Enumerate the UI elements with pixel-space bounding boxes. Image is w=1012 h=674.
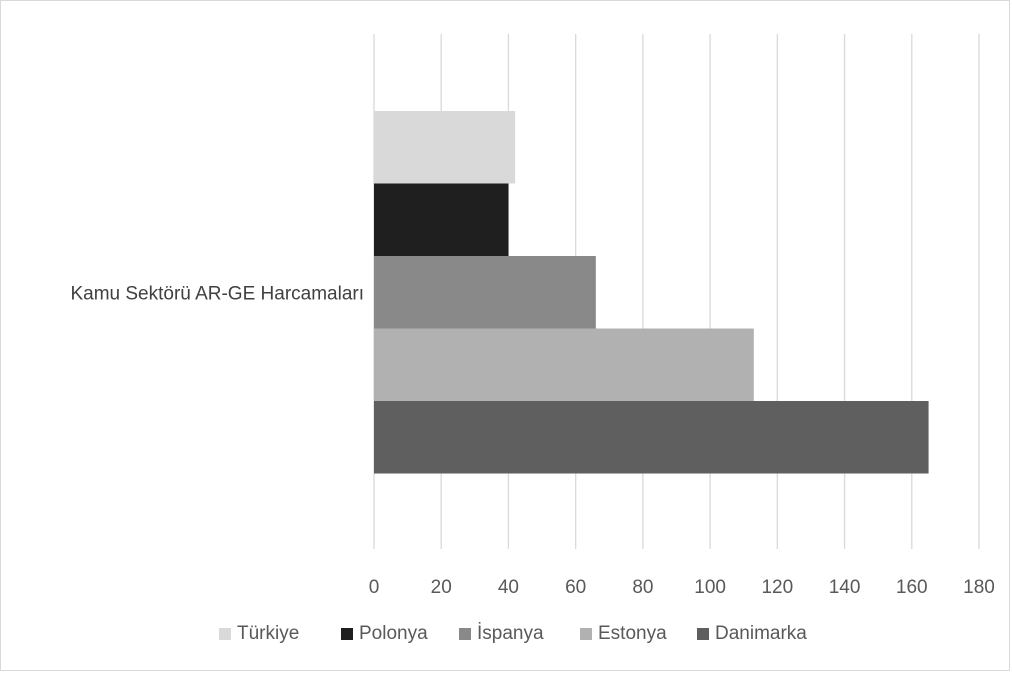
bar-3	[374, 328, 754, 401]
legend-swatch-0	[219, 628, 231, 640]
x-tick-label-3: 60	[565, 577, 586, 598]
legend-label-3: Estonya	[598, 623, 667, 644]
legend-swatch-3	[580, 628, 592, 640]
legend-label-0: Türkiye	[237, 623, 299, 644]
x-tick-label-7: 140	[829, 577, 861, 598]
legend-label-2: İspanya	[477, 623, 544, 644]
bar-0	[374, 111, 516, 184]
x-tick-label-6: 120	[761, 577, 793, 598]
x-tick-label-4: 80	[632, 577, 653, 598]
x-tick-label-1: 20	[431, 577, 452, 598]
category-label: Kamu Sektörü AR-GE Harcamaları	[70, 283, 364, 304]
x-tick-label-5: 100	[694, 577, 726, 598]
legend-label-1: Polonya	[359, 623, 428, 644]
legend-label-4: Danimarka	[715, 623, 807, 644]
x-tick-label-9: 180	[963, 577, 995, 598]
bar-1	[374, 183, 509, 256]
legend-swatch-2	[459, 628, 471, 640]
bar-2	[374, 256, 596, 329]
x-tick-label-8: 160	[896, 577, 928, 598]
x-tick-label-0: 0	[369, 577, 380, 598]
x-tick-label-2: 40	[498, 577, 519, 598]
bar-4	[374, 401, 929, 474]
legend-swatch-1	[341, 628, 353, 640]
legend-swatch-4	[697, 628, 709, 640]
